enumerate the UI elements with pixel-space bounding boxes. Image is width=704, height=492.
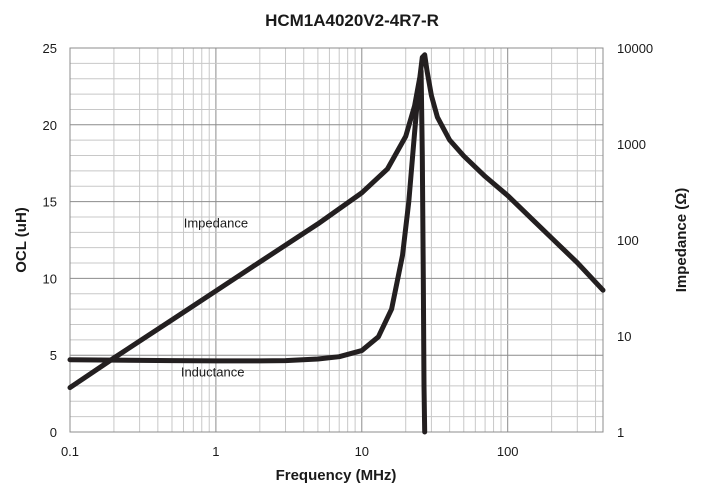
y2-tick-label: 100 — [617, 233, 639, 248]
y2-axis-label: Impedance (Ω) — [673, 188, 690, 293]
y2-tick-label: 10000 — [617, 41, 653, 56]
x-axis-label: Frequency (MHz) — [276, 467, 397, 484]
plot-area — [69, 47, 604, 433]
x-tick-label: 1 — [212, 444, 219, 459]
y2-tick-label: 1000 — [617, 137, 646, 152]
annotations: Impedance Inductance — [181, 216, 248, 380]
y-tick-label: 25 — [43, 41, 57, 56]
grid — [69, 48, 603, 432]
y-axis-ticks: 0 5 10 15 20 25 — [43, 41, 57, 440]
y-tick-label: 0 — [50, 425, 57, 440]
series-line-inductance — [67, 68, 428, 435]
y-tick-label: 20 — [43, 118, 57, 133]
x-tick-label: 100 — [497, 444, 519, 459]
y2-axis-ticks: 1 10 100 1000 10000 — [617, 41, 653, 440]
x-tick-label: 10 — [355, 444, 369, 459]
series-layer — [67, 52, 606, 435]
x-axis-ticks: 0.1 1 10 100 — [61, 444, 519, 459]
chart-title: HCM1A4020V2-4R7-R — [265, 11, 439, 30]
x-tick-label: 0.1 — [61, 444, 79, 459]
series-line-impedance — [67, 52, 606, 391]
y-tick-label: 15 — [43, 195, 57, 210]
y2-tick-label: 10 — [617, 329, 631, 344]
y-tick-label: 10 — [43, 271, 57, 286]
y-axis-label: OCL (uH) — [13, 207, 30, 273]
annotation-impedance: Impedance — [184, 216, 248, 231]
y-tick-label: 5 — [50, 348, 57, 363]
annotation-inductance: Inductance — [181, 365, 245, 380]
y2-tick-label: 1 — [617, 425, 624, 440]
